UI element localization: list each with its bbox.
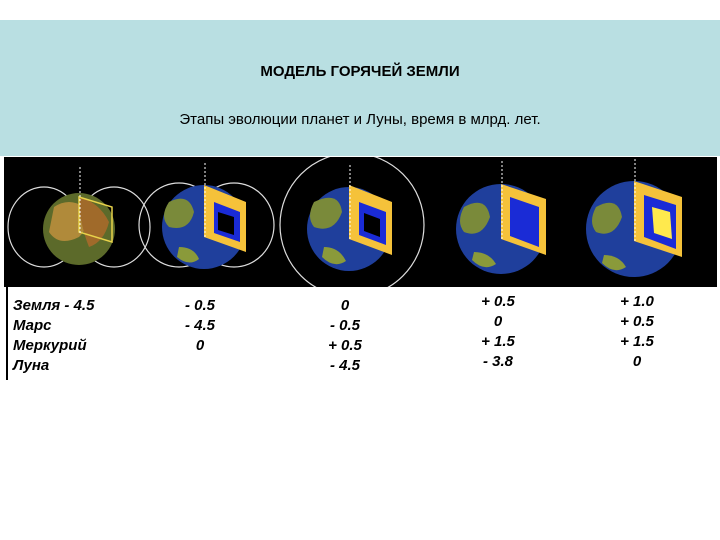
stage-2-values: - 0.5 - 4.5 0: [160, 296, 240, 356]
value-cell: + 0.5: [481, 293, 515, 310]
value-cell: - 4.5: [329, 357, 360, 374]
stage-3-globe: [279, 157, 425, 287]
value-cell: + 1.0: [620, 293, 654, 310]
stages-illustration: [7, 157, 682, 287]
page-title: МОДЕЛЬ ГОРЯЧЕЙ ЗЕМЛИ: [260, 63, 460, 80]
planet-names-column: Земля - 4.5 Марс Меркурий Луна: [13, 296, 94, 376]
value-cell: 0: [493, 313, 503, 330]
value-cell: - 4.5: [184, 317, 215, 334]
stage-5-values: + 1.0 + 0.5 + 1.5 0: [597, 292, 677, 372]
value-cell: - 0.5: [184, 297, 215, 314]
stage-2-globe: [138, 163, 275, 269]
value-cell: + 0.5: [328, 337, 362, 354]
value-cell: 0: [195, 337, 205, 354]
value-cell: + 1.5: [481, 333, 515, 350]
planet-name: Земля - 4.5: [13, 297, 95, 314]
value-cell: + 1.5: [620, 333, 654, 350]
value-cell: + 0.5: [620, 313, 654, 330]
stage-5-globe: [586, 159, 682, 277]
value-cell: - 0.5: [329, 317, 360, 334]
value-cell: 0: [632, 353, 642, 370]
planet-name: Меркурий: [13, 337, 87, 354]
planet-name: Луна: [13, 357, 50, 374]
stage-1-globe: [7, 165, 151, 268]
table-left-rule: [6, 287, 8, 380]
planet-name: Марс: [13, 317, 52, 334]
stage-4-globe: [456, 161, 546, 274]
value-cell: 0: [340, 297, 350, 314]
page-subtitle: Этапы эволюции планет и Луны, время в мл…: [179, 111, 541, 128]
timeline-table: [4, 287, 717, 380]
header-band: [0, 20, 720, 156]
stage-4-values: + 0.5 0 + 1.5 - 3.8: [458, 292, 538, 372]
planet-evolution-figure: [4, 157, 717, 287]
stage-3-values: 0 - 0.5 + 0.5 - 4.5: [305, 296, 385, 376]
value-cell: - 3.8: [482, 353, 513, 370]
